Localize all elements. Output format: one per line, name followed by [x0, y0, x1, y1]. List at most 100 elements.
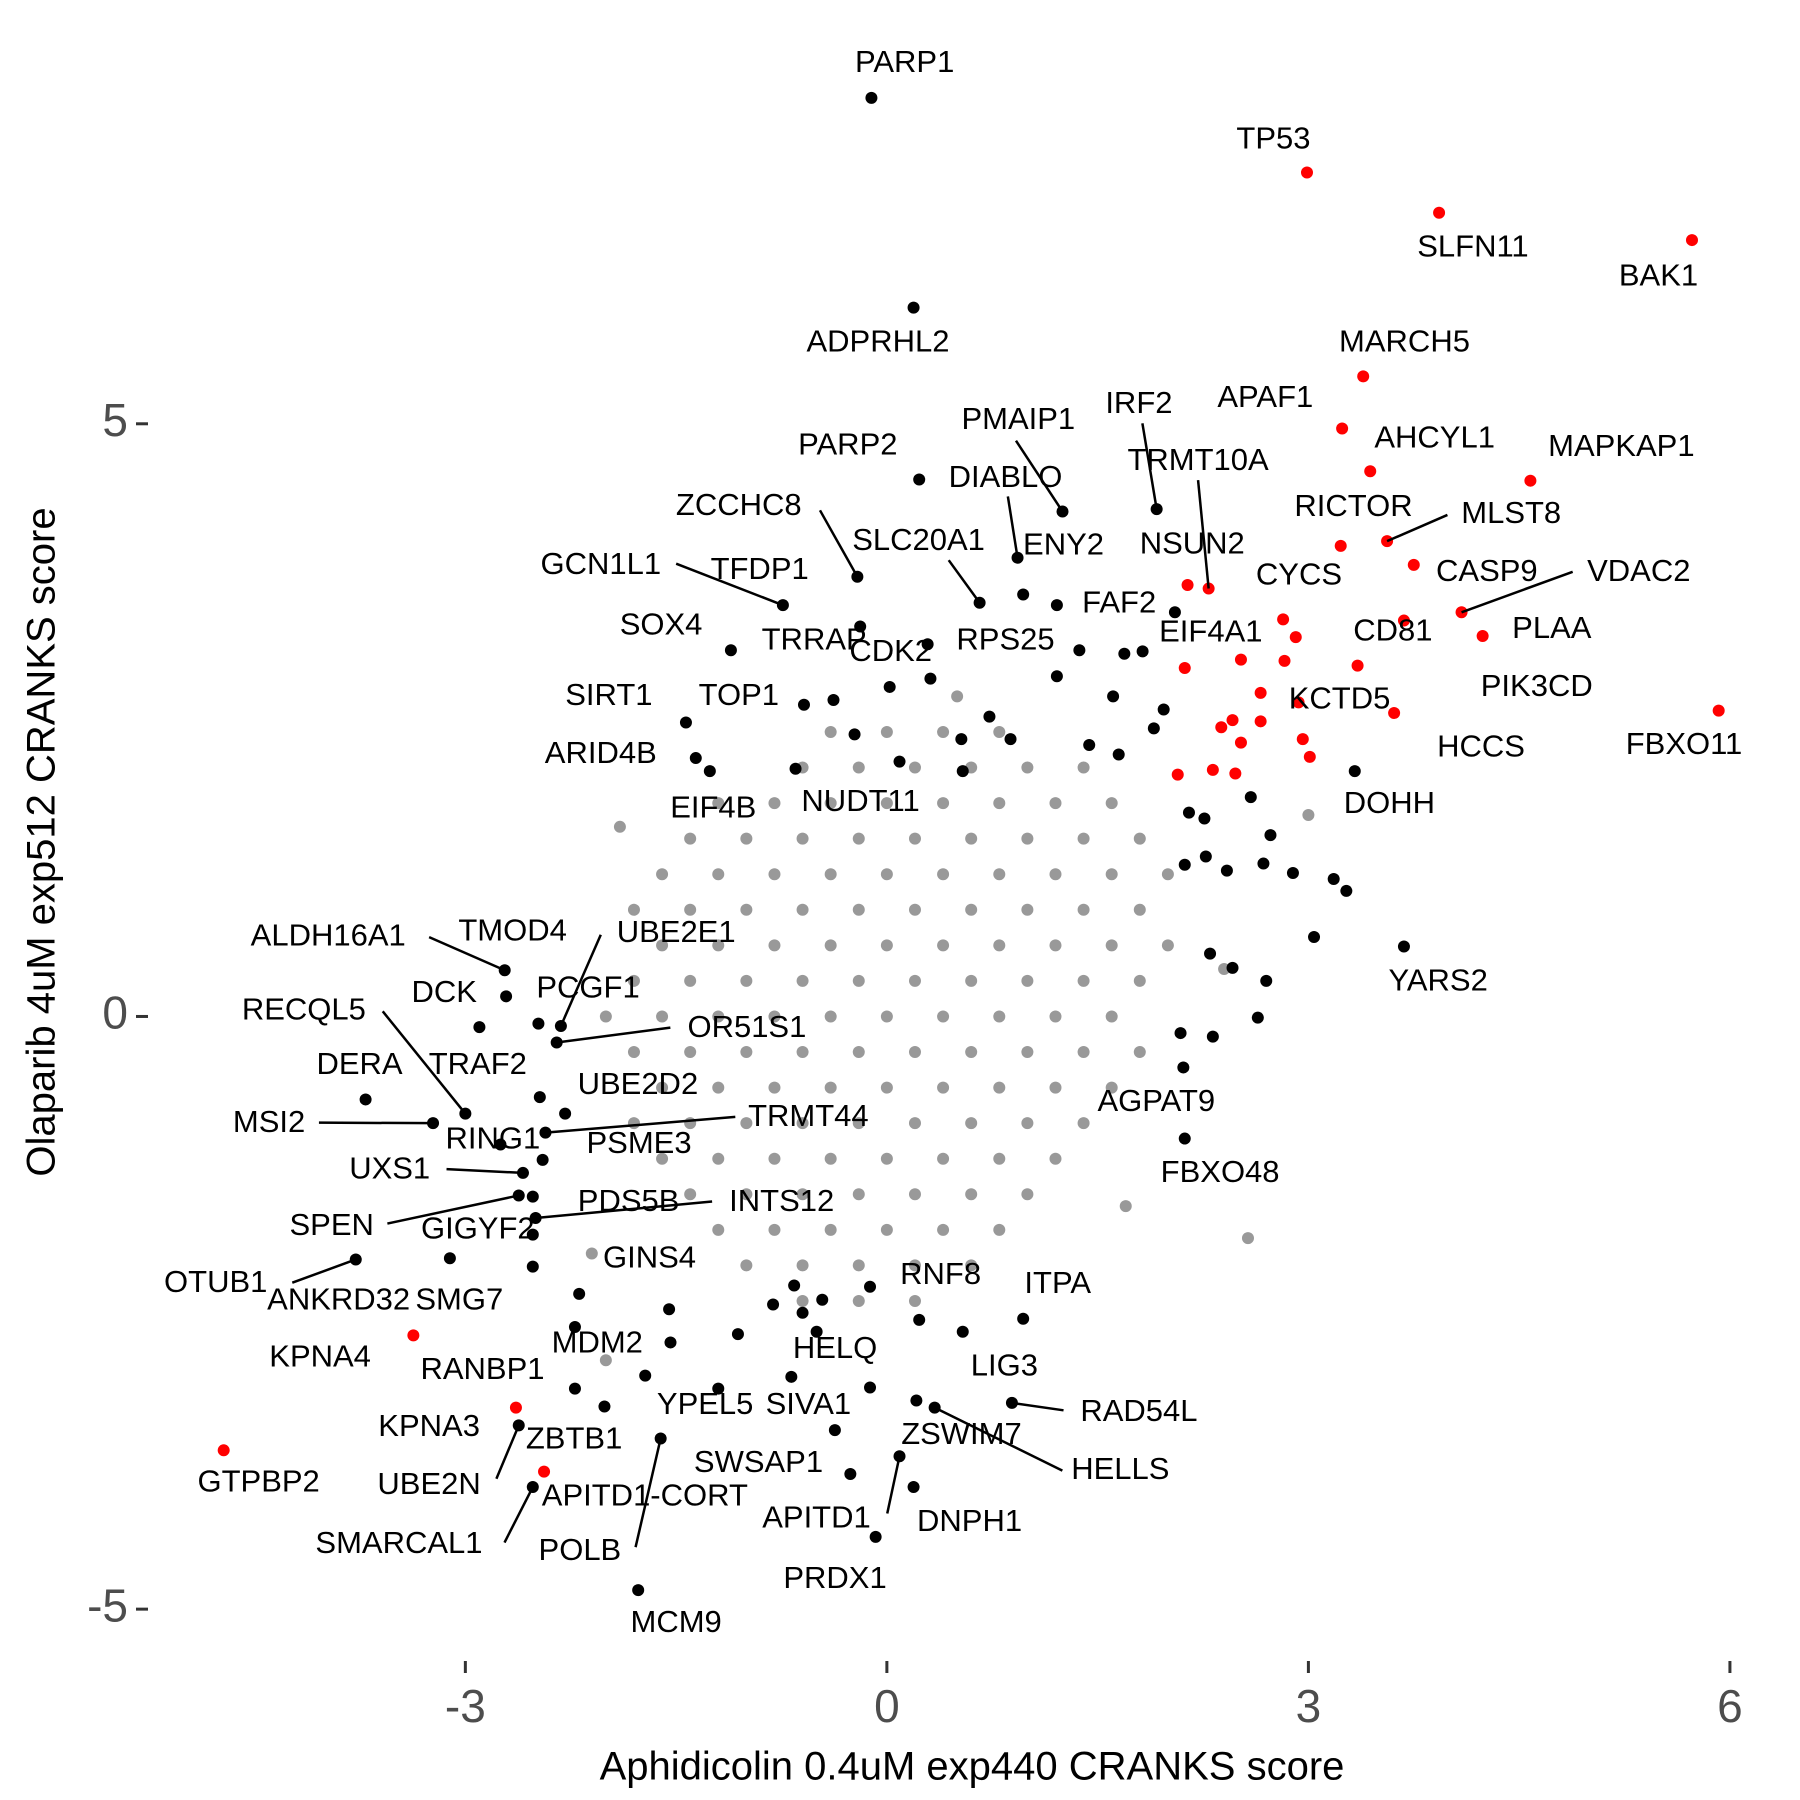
point	[827, 693, 840, 706]
point	[937, 1081, 950, 1094]
leader-line	[818, 509, 859, 578]
point	[538, 1465, 551, 1478]
point	[1021, 903, 1034, 916]
point-label: APITD1-CORT	[542, 1477, 748, 1512]
point	[1181, 579, 1194, 592]
point	[1244, 791, 1257, 804]
point	[768, 1081, 781, 1094]
leader-line	[559, 934, 602, 1027]
point	[1257, 857, 1270, 870]
point	[1241, 1232, 1254, 1245]
point	[824, 868, 837, 881]
point	[880, 1081, 893, 1094]
point	[740, 903, 753, 916]
point	[1234, 653, 1247, 666]
point	[1049, 1152, 1062, 1165]
point-label: POLB	[539, 1532, 622, 1567]
leader-line	[428, 935, 506, 972]
point	[1050, 599, 1063, 612]
point-label: RING1	[446, 1120, 541, 1155]
point	[993, 1010, 1006, 1023]
point-label: RPS25	[956, 622, 1054, 657]
point	[1357, 370, 1370, 383]
point-label: DOHH	[1344, 785, 1435, 820]
point	[1049, 797, 1062, 810]
point	[880, 868, 893, 881]
point	[828, 1424, 841, 1437]
point	[1296, 733, 1309, 746]
point-label: OTUB1	[164, 1264, 267, 1299]
point	[1226, 961, 1239, 974]
point	[1174, 1027, 1187, 1040]
point	[533, 1091, 546, 1104]
point	[824, 1152, 837, 1165]
point	[913, 1313, 926, 1326]
point-label: TOP1	[699, 677, 779, 712]
leader-line	[556, 1026, 671, 1044]
point	[1302, 808, 1315, 821]
point	[740, 974, 753, 987]
point	[1278, 654, 1291, 667]
point	[1049, 1010, 1062, 1023]
point-label: ENY2	[1023, 526, 1104, 561]
point	[880, 797, 893, 810]
point	[796, 903, 809, 916]
leader-line	[1014, 440, 1064, 513]
point	[1077, 761, 1090, 774]
point-label: GINS4	[603, 1240, 696, 1275]
point	[740, 1259, 753, 1272]
point	[684, 974, 697, 987]
point	[824, 725, 837, 738]
point	[1397, 614, 1410, 627]
point	[613, 820, 626, 833]
point	[768, 1223, 781, 1236]
point-label: LIG3	[971, 1348, 1038, 1383]
point	[796, 1046, 809, 1059]
point	[965, 1046, 978, 1059]
y-tick-label: -5	[87, 1579, 128, 1631]
point-label: RANBP1	[420, 1351, 544, 1386]
point	[937, 725, 950, 738]
point	[712, 868, 725, 881]
point	[627, 1046, 640, 1059]
point-label: EIF4A1	[1159, 613, 1262, 648]
point	[1300, 166, 1313, 179]
point	[740, 1188, 753, 1201]
point-label: UXS1	[349, 1150, 430, 1185]
leader-line	[495, 1424, 520, 1480]
point	[359, 1093, 372, 1106]
point	[1364, 465, 1377, 478]
point	[632, 1584, 645, 1597]
point	[443, 1252, 456, 1265]
point	[1178, 661, 1191, 674]
point-label: MARCH5	[1339, 323, 1470, 358]
leader-line	[1196, 480, 1210, 589]
point	[955, 733, 968, 746]
point	[712, 939, 725, 952]
point	[924, 672, 937, 685]
point	[1161, 939, 1174, 952]
leader-line	[381, 1010, 467, 1115]
point	[937, 868, 950, 881]
point-label: YPEL5	[657, 1386, 754, 1421]
point	[1049, 868, 1062, 881]
point	[852, 1294, 865, 1307]
point	[1133, 832, 1146, 845]
point	[656, 1010, 669, 1023]
point	[844, 1468, 857, 1481]
point-label: PIK3CD	[1481, 668, 1593, 703]
point	[740, 1117, 753, 1130]
point	[1178, 858, 1191, 871]
point-label: MAPKAP1	[1548, 428, 1694, 463]
x-tick-label: -3	[445, 1680, 486, 1732]
point-label: GIGYF2	[421, 1211, 535, 1246]
point-label: AHCYL1	[1374, 420, 1495, 455]
point-label: MDM2	[552, 1324, 643, 1359]
point	[1105, 797, 1118, 810]
point	[768, 1010, 781, 1023]
point	[852, 1046, 865, 1059]
point	[1334, 539, 1347, 552]
point	[1264, 829, 1277, 842]
point-label: ZCCHC8	[676, 487, 802, 522]
